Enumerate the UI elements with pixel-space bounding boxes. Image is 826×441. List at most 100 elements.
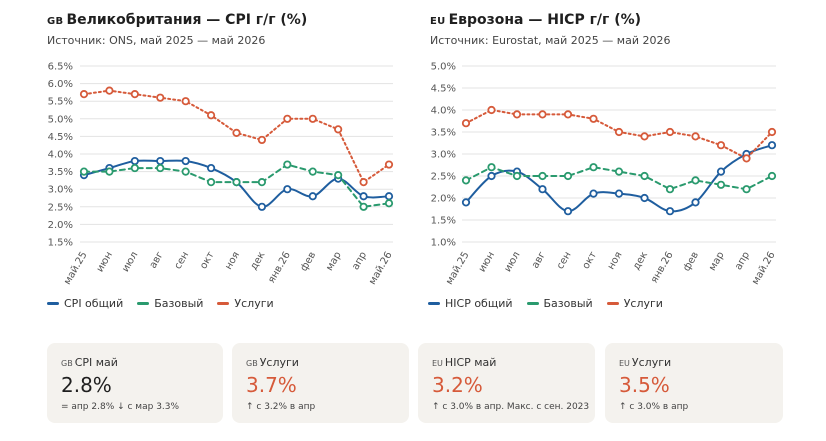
uk-country-code: GB xyxy=(47,16,64,27)
uk-data-point xyxy=(283,160,292,169)
uk-data-point xyxy=(257,178,267,187)
kpi-country-code: EU xyxy=(619,359,630,368)
uk-data-point xyxy=(181,97,190,106)
kpi-label-text: CPI май xyxy=(74,356,118,369)
uk-series-1 xyxy=(79,160,394,211)
ez-chart-title: EU Еврозона — HICP г/г (%) xyxy=(430,12,641,28)
kpi-label: GB Услуги xyxy=(246,356,299,369)
uk-data-point xyxy=(283,114,292,123)
ez-x-tick-label: дек xyxy=(631,250,650,272)
uk-y-tick-label: 6.5% xyxy=(48,62,73,73)
uk-title-text: Великобритания — CPI г/г (%) xyxy=(66,12,308,28)
ez-data-point xyxy=(716,180,726,189)
ez-y-tick-label: 5.0% xyxy=(431,62,456,73)
ez-chart-panel: EU Еврозона — HICP г/г (%) Источник: Euro… xyxy=(384,0,784,330)
ez-data-point xyxy=(614,127,624,137)
kpi-value: 3.5% xyxy=(619,373,670,397)
legend-swatch xyxy=(526,302,539,305)
ez-data-point xyxy=(716,167,726,176)
ez-series-0 xyxy=(461,141,777,216)
ez-data-point xyxy=(742,154,751,163)
ez-data-point xyxy=(538,110,547,119)
kpi-note: ↑ с 3.2% в апр xyxy=(246,402,316,412)
ez-x-tick-label: ноя xyxy=(606,250,625,272)
uk-line-chart: 1.5% 2.0% 2.5% 3.0% 3.5% 4.0% 4.5% 5.0% 5.5% 6.0%… xyxy=(48,62,395,287)
ez-y-tick-label: 1.5% xyxy=(431,216,456,227)
kpi-note: = апр 2.8% ↓ с мар 3.3% xyxy=(61,402,180,412)
ez-y-tick-label: 2.5% xyxy=(431,172,456,183)
legend-swatch xyxy=(217,302,230,305)
legend-label: Услуги xyxy=(623,297,663,310)
uk-data-point xyxy=(105,167,114,176)
uk-data-point xyxy=(130,90,139,99)
ez-x-tick-label: май.25 xyxy=(444,250,472,287)
kpi-label: EU Услуги xyxy=(619,356,671,369)
ez-data-point xyxy=(538,185,547,194)
ez-y-tick-label: 3.5% xyxy=(431,128,456,139)
uk-data-point xyxy=(232,128,241,137)
ez-data-point xyxy=(487,171,496,181)
uk-data-point xyxy=(156,93,165,102)
ez-x-tick-label: июн xyxy=(477,250,497,274)
uk-data-point xyxy=(206,178,216,187)
ez-data-point xyxy=(742,185,751,194)
uk-data-point xyxy=(206,111,216,120)
ez-x-tick-label: фев xyxy=(681,250,701,273)
uk-data-point xyxy=(308,192,317,201)
ez-line-chart: 1.0% 1.5% 2.0% 2.5% 3.0% 3.5% 4.0% 4.5% 5.0% май.… xyxy=(431,62,778,287)
kpi-country-code: EU xyxy=(432,359,443,368)
kpi-label: GB CPI май xyxy=(61,356,118,369)
kpi-label-text: Услуги xyxy=(259,356,299,369)
uk-chart-panel: GB Великобритания — CPI г/г (%) Источник:… xyxy=(0,0,400,330)
kpi-card-ez-hicp: EU HICP май 3.2% ↑ с 3.0% в апр. Макс. с … xyxy=(418,343,595,423)
ez-x-tick-label: сен xyxy=(555,250,574,271)
kpi-label-text: HICP май xyxy=(444,356,497,369)
ez-x-tick-label: июл xyxy=(502,250,522,274)
uk-data-point xyxy=(130,156,139,166)
uk-chart-title: GB Великобритания — CPI г/г (%) xyxy=(47,12,307,28)
uk-x-tick-label: окт xyxy=(198,250,217,271)
ez-y-tick-label: 4.0% xyxy=(431,106,456,117)
ez-data-point xyxy=(691,198,700,207)
ez-data-point xyxy=(767,141,777,150)
kpi-card-uk-services: GB Услуги 3.7% ↑ с 3.2% в апр xyxy=(232,343,409,423)
uk-series-2 xyxy=(79,86,394,187)
ez-x-tick-label: апр xyxy=(733,250,752,272)
kpi-label-text: Услуги xyxy=(631,356,672,369)
uk-legend: CPI общий Базовый Услуги xyxy=(47,297,274,310)
kpi-country-code: GB xyxy=(246,359,258,368)
uk-x-tick-label: июн xyxy=(95,250,115,274)
uk-data-point xyxy=(359,202,368,211)
uk-y-tick-label: 4.0% xyxy=(48,150,73,161)
ez-y-tick-label: 3.0% xyxy=(431,150,456,161)
uk-y-tick-label: 2.5% xyxy=(48,202,73,213)
uk-x-tick-label: янв.26 xyxy=(266,250,293,285)
ez-data-point xyxy=(487,163,496,172)
uk-y-axis: 1.5% 2.0% 2.5% 3.0% 3.5% 4.0% 4.5% 5.0% 5.5% 6.0%… xyxy=(48,62,393,249)
legend-item: Услуги xyxy=(606,297,663,310)
ez-data-point xyxy=(563,110,573,119)
kpi-note: ↑ с 3.0% в апр. Макс. с сен. 2023 xyxy=(432,402,590,412)
ez-data-point xyxy=(461,176,471,185)
ez-x-tick-label: авг xyxy=(530,250,548,270)
uk-x-tick-label: май.25 xyxy=(62,250,90,287)
uk-data-point xyxy=(334,171,343,180)
ez-data-point xyxy=(563,207,573,216)
ez-data-point xyxy=(767,127,777,137)
legend-item: Базовый xyxy=(526,297,593,310)
ez-y-tick-label: 4.5% xyxy=(431,84,456,95)
kpi-value: 3.7% xyxy=(246,373,297,397)
ez-data-point xyxy=(640,132,649,141)
ez-data-point xyxy=(512,171,522,181)
kpi-value: 3.2% xyxy=(432,373,483,397)
ez-country-code: EU xyxy=(430,16,446,27)
uk-x-tick-label: сен xyxy=(173,250,192,271)
ez-series-1 xyxy=(461,163,777,194)
legend-swatch xyxy=(428,302,440,305)
uk-y-tick-label: 2.0% xyxy=(48,220,73,231)
ez-y-tick-label: 1.0% xyxy=(431,238,456,249)
legend-item: HICP общий xyxy=(428,297,513,310)
kpi-card-uk-cpi: GB CPI май 2.8% = апр 2.8% ↓ с мар 3.3% xyxy=(47,343,223,423)
kpi-note: ↑ с 3.0% в апр xyxy=(619,402,689,412)
